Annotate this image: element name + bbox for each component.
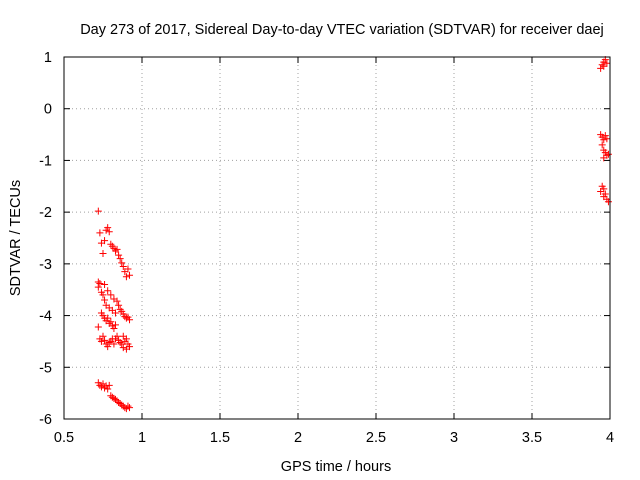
- data-point: [116, 338, 124, 346]
- data-point: [96, 280, 104, 288]
- data-point: [104, 343, 112, 351]
- y-tick-label: -6: [39, 412, 52, 428]
- data-point: [107, 318, 115, 326]
- y-tick-label: 1: [44, 50, 52, 66]
- data-point: [101, 281, 109, 289]
- data-point: [124, 265, 132, 273]
- tick-labels: 0.5 1 1.5 2 2.5 3 3.5 4 -6 -5 -4 -3 -2 -1 0 1: [39, 50, 614, 446]
- y-tick-label: -3: [39, 257, 52, 273]
- data-point: [113, 245, 121, 253]
- data-point: [94, 207, 102, 215]
- x-tick-label: 0.5: [54, 430, 74, 446]
- x-tick-label: 4: [606, 430, 614, 446]
- data-point: [604, 198, 612, 206]
- data-point: [122, 345, 130, 353]
- data-point: [99, 332, 107, 340]
- data-point: [601, 132, 609, 140]
- y-tick-label: -2: [39, 205, 52, 221]
- data-point: [105, 381, 113, 389]
- data-point: [102, 382, 110, 390]
- data-point: [600, 136, 608, 144]
- data-point: [111, 321, 119, 329]
- y-tick-label: 0: [44, 102, 52, 118]
- data-point: [121, 313, 129, 321]
- data-point: [111, 247, 119, 255]
- data-point: [126, 404, 134, 412]
- x-tick-label: 2.5: [366, 430, 386, 446]
- data-point: [96, 381, 104, 389]
- data-point: [110, 325, 118, 332]
- data-point: [111, 309, 119, 317]
- data-point: [94, 323, 102, 331]
- data-point: [110, 340, 118, 348]
- data-point: [119, 332, 127, 340]
- data-point: [118, 259, 126, 267]
- data-point: [115, 301, 123, 309]
- y-tick-label: -1: [39, 153, 52, 169]
- data-point: [94, 283, 102, 291]
- data-point: [603, 135, 611, 143]
- data-point: [113, 297, 121, 305]
- data-point: [104, 314, 112, 322]
- data-point: [122, 273, 130, 281]
- data-point: [115, 251, 123, 259]
- x-tick-label: 3.5: [522, 430, 542, 446]
- data-point: [600, 62, 608, 70]
- x-axis-label: GPS time / hours: [281, 459, 391, 475]
- data-point: [600, 193, 608, 201]
- data-point: [600, 185, 608, 193]
- data-point: [105, 338, 113, 346]
- data-points: [94, 56, 612, 413]
- data-point: [124, 402, 132, 410]
- data-point: [600, 154, 608, 162]
- data-point: [97, 383, 105, 391]
- data-point: [97, 337, 105, 345]
- data-point: [96, 229, 104, 237]
- data-point: [119, 344, 127, 352]
- data-point: [598, 141, 606, 149]
- data-point: [126, 316, 134, 324]
- y-tick-label: -5: [39, 360, 52, 376]
- data-point: [111, 395, 119, 403]
- y-axis-label: SDTVAR / TECUs: [8, 180, 24, 296]
- data-point: [107, 291, 115, 299]
- plot-frame: [63, 56, 611, 420]
- data-point: [113, 332, 121, 340]
- data-point: [101, 237, 109, 245]
- data-point: [101, 296, 109, 304]
- x-tick-label: 1: [138, 430, 146, 446]
- data-point: [104, 287, 112, 295]
- data-point: [116, 255, 124, 263]
- data-point: [101, 336, 109, 344]
- data-point: [122, 314, 130, 322]
- data-point: [104, 224, 112, 232]
- data-point: [99, 291, 107, 299]
- x-tick-label: 2: [294, 430, 302, 446]
- data-point: [104, 385, 112, 393]
- x-tick-label: 1.5: [210, 430, 230, 446]
- y-tick-label: -4: [39, 309, 52, 325]
- data-point: [119, 262, 127, 270]
- data-point: [603, 59, 611, 67]
- data-point: [105, 228, 113, 236]
- data-point: [99, 250, 107, 258]
- x-tick-label: 3: [450, 430, 458, 446]
- data-point: [126, 271, 134, 279]
- data-point: [604, 150, 612, 158]
- grid: [64, 57, 610, 419]
- chart-title: Day 273 of 2017, Sidereal Day-to-day VTE…: [80, 22, 604, 38]
